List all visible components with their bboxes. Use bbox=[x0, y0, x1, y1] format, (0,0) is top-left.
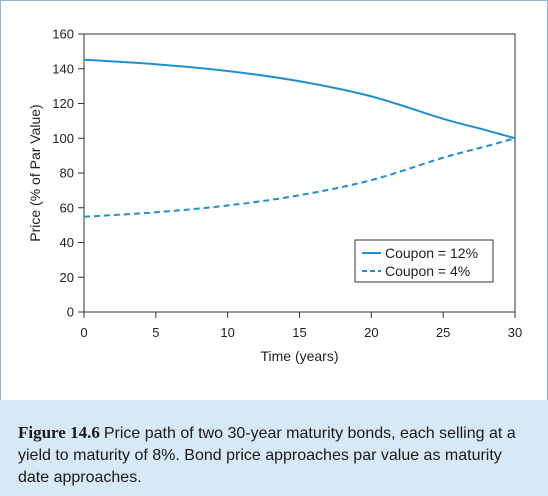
series-layer bbox=[83, 58, 516, 218]
caption-text: Price path of two 30-year maturity bonds… bbox=[18, 425, 516, 486]
y-tick-label: 100 bbox=[52, 131, 74, 146]
legend-label-coupon-4: Coupon = 4% bbox=[385, 263, 470, 279]
legend: Coupon = 12% Coupon = 4% bbox=[354, 239, 494, 283]
x-tick-label: 10 bbox=[220, 325, 234, 340]
series-line-coupon-12 bbox=[83, 58, 516, 140]
legend-box bbox=[354, 239, 494, 283]
x-tick-label: 20 bbox=[364, 325, 378, 340]
x-tick-label: 15 bbox=[292, 325, 306, 340]
y-tick-label: 140 bbox=[52, 61, 74, 76]
y-axis-title: Price (% of Par Value) bbox=[27, 104, 43, 241]
y-tick-label: 20 bbox=[60, 270, 74, 285]
series-line-coupon-4 bbox=[83, 137, 516, 218]
x-tick-label: 25 bbox=[436, 325, 450, 340]
y-tick-label: 60 bbox=[60, 200, 74, 215]
x-tick-label: 5 bbox=[152, 325, 159, 340]
y-tick-label: 80 bbox=[60, 166, 74, 181]
y-tick-label: 0 bbox=[67, 305, 74, 320]
y-tick-label: 120 bbox=[52, 96, 74, 111]
y-axis-ticks: 0 20 40 60 80 100 120 140 160 bbox=[52, 27, 84, 320]
x-axis-ticks: 0 5 10 15 20 25 30 bbox=[80, 312, 522, 340]
x-axis-title: Time (years) bbox=[260, 348, 338, 364]
caption-box: Figure 14.6 Price path of two 30-year mat… bbox=[0, 400, 548, 496]
x-tick-label: 0 bbox=[80, 325, 87, 340]
legend-label-coupon-12: Coupon = 12% bbox=[385, 245, 478, 261]
x-tick-label: 30 bbox=[508, 325, 522, 340]
caption-label: Figure 14.6 bbox=[18, 423, 100, 442]
y-tick-label: 40 bbox=[60, 235, 74, 250]
chart: 0 20 40 60 80 100 120 140 160 0 5 10 15 20 25 30 Price… bbox=[27, 27, 522, 365]
y-tick-label: 160 bbox=[52, 27, 74, 42]
